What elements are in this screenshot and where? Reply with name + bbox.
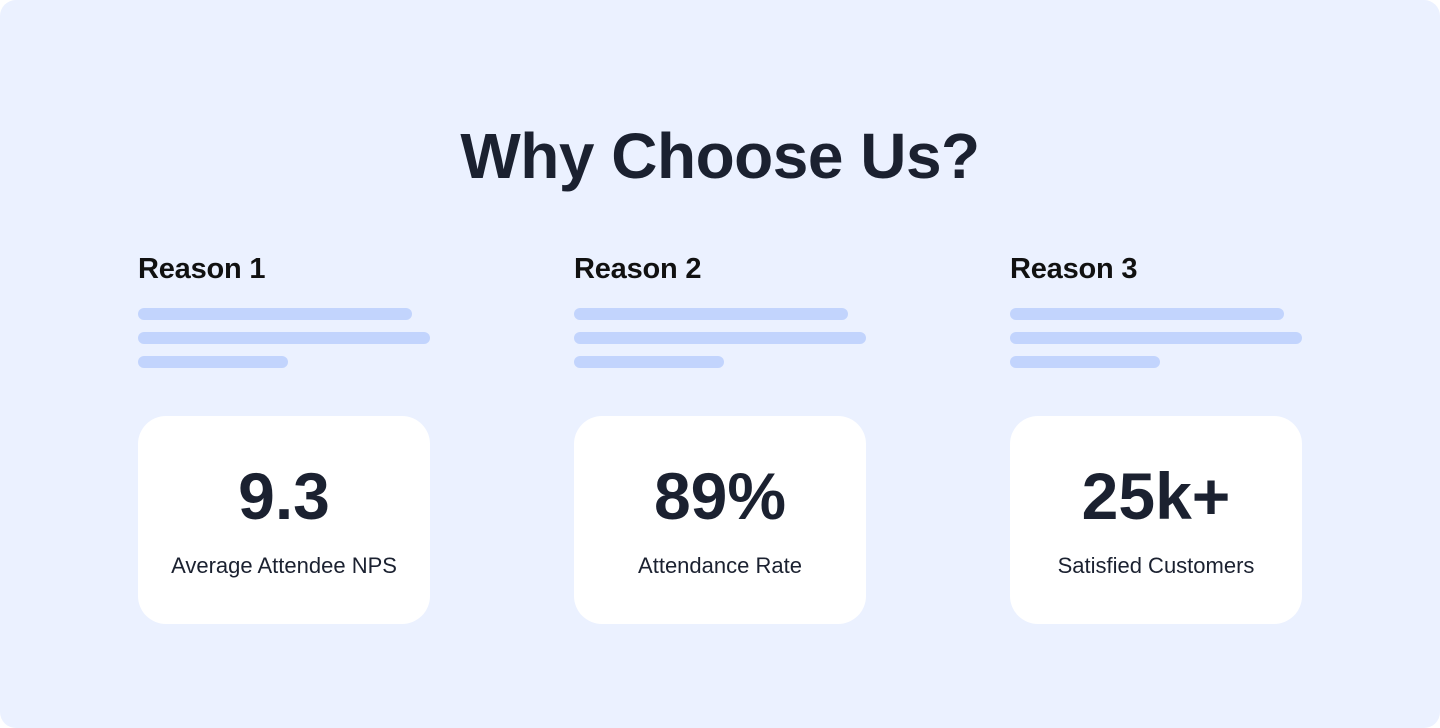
stat-label: Attendance Rate: [638, 553, 802, 578]
placeholder-text-lines: [574, 308, 866, 380]
placeholder-line: [1010, 332, 1302, 344]
section-title: Why Choose Us?: [460, 120, 980, 192]
stat-card: 9.3 Average Attendee NPS: [138, 416, 430, 624]
reason-column-1: Reason 1 9.3 Average Attendee NPS: [138, 250, 430, 624]
placeholder-line: [574, 356, 724, 368]
reason-column-3: Reason 3 25k+ Satisfied Customers: [1010, 250, 1302, 624]
placeholder-line: [574, 308, 848, 320]
placeholder-line: [574, 332, 866, 344]
stat-value: 9.3: [238, 459, 330, 533]
placeholder-line: [138, 356, 288, 368]
placeholder-line: [138, 308, 412, 320]
placeholder-text-lines: [138, 308, 430, 380]
reason-column-2: Reason 2 89% Attendance Rate: [574, 250, 866, 624]
placeholder-line: [1010, 356, 1160, 368]
stat-label: Average Attendee NPS: [171, 553, 397, 578]
reason-heading: Reason 2: [574, 253, 702, 285]
placeholder-line: [138, 332, 430, 344]
reasons-grid: Reason 1 9.3 Average Attendee NPS Reason…: [138, 250, 1302, 630]
reason-heading: Reason 3: [1010, 253, 1138, 285]
stat-label: Satisfied Customers: [1057, 553, 1255, 578]
placeholder-line: [1010, 308, 1284, 320]
stat-card: 89% Attendance Rate: [574, 416, 866, 624]
placeholder-text-lines: [1010, 308, 1302, 380]
stat-value: 89%: [653, 459, 787, 533]
stat-value: 25k+: [1081, 459, 1231, 533]
reason-heading: Reason 1: [138, 253, 266, 285]
stat-card: 25k+ Satisfied Customers: [1010, 416, 1302, 624]
